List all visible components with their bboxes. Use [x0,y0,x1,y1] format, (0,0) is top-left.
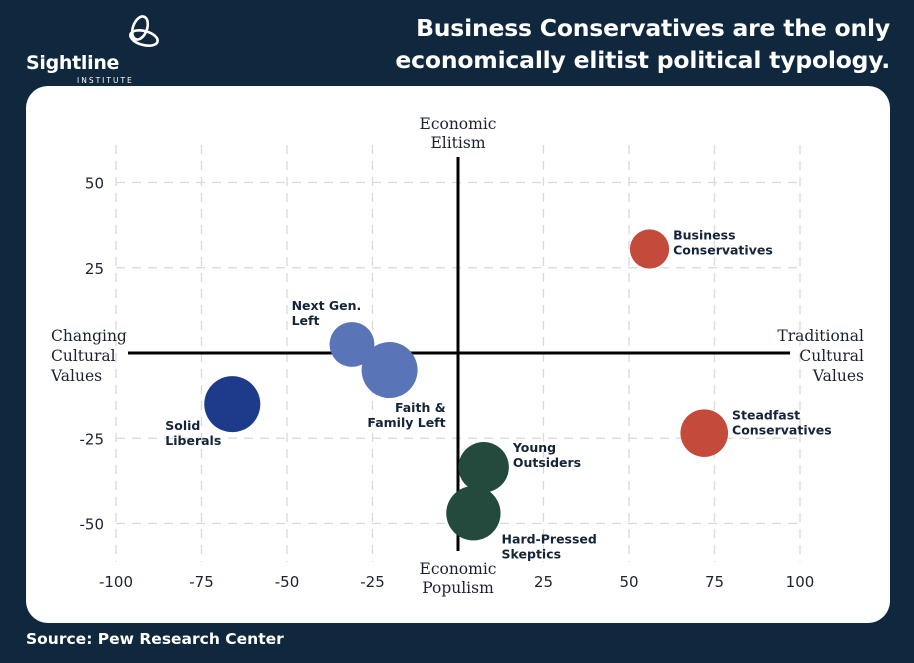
tick-labels: -100 -75 -50 -25 25 50 75 100 50 25 -25 -50 [80,175,815,592]
data-label: Next Gen. Left [292,298,362,328]
x-axis-title-right-line: Traditional [777,327,864,345]
headline-line-2: economically elitist political typology. [395,46,890,74]
x-tick-label: -75 [189,573,214,591]
y-tick-label: -50 [80,516,105,534]
data-label: Steadfast Conservatives [732,407,832,437]
data-label-line: Liberals [165,433,221,448]
x-tick-label: 100 [786,573,815,591]
axes [128,157,790,551]
y-axis-title-top-line: Economic [420,115,497,133]
x-axis-title-left-line: Changing [51,327,127,345]
x-tick-label: 25 [534,573,553,591]
data-label-line: Skeptics [502,546,562,561]
x-tick-label: -50 [275,573,300,591]
data-points [204,229,729,541]
x-tick-label: 50 [619,573,638,591]
sightline-logo: Sightline INSTITUTE [26,10,159,85]
y-axis-title-top-line: Elitism [430,134,485,152]
headline: Business Conservatives are the only econ… [330,12,890,76]
point-steadfast-conservatives [680,409,729,457]
data-label-line: Solid [165,418,200,433]
point-next-gen-left [329,322,375,367]
brand-subtitle: INSTITUTE [77,76,134,85]
data-label-line: Family Left [367,415,445,430]
data-label-line: Hard-Pressed [502,531,597,546]
x-tick-label: -100 [99,573,133,591]
sightline-logo-mark-icon [129,15,159,47]
data-label-line: Conservatives [673,242,773,257]
data-label-line: Steadfast [732,407,800,422]
point-solid-liberals [204,376,261,433]
y-axis-title-top: Economic Elitism [420,115,497,152]
point-business-conservatives [629,229,670,269]
data-label-line: Faith & [395,400,446,415]
data-label: Faith & Family Left [367,400,445,430]
data-label-line: Conservatives [732,422,832,437]
y-axis-title-bottom-line: Populism [422,579,494,597]
y-axis-title-bottom-line: Economic [420,560,497,578]
x-axis-title-right: Traditional Cultural Values [777,327,864,385]
x-tick-label: 75 [705,573,724,591]
x-tick-label: -25 [360,573,385,591]
data-label: Business Conservatives [673,227,773,257]
data-label: Hard-Pressed Skeptics [502,531,597,561]
x-axis-title-right-line: Values [812,367,864,385]
data-label-line: Business [673,227,735,242]
data-label: Young Outsiders [512,440,581,470]
x-axis-title-right-line: Cultural [799,347,864,365]
source-note: Source: Pew Research Center [26,630,284,648]
data-label: Solid Liberals [165,418,221,448]
point-faith-family-left [361,342,418,399]
headline-line-1: Business Conservatives are the only [416,14,890,42]
point-young-outsiders [458,442,509,493]
x-axis-title-left: Changing Cultural Values [50,327,127,385]
x-axis-title-left-line: Cultural [51,347,116,365]
y-tick-label: -25 [80,430,105,448]
data-label-line: Outsiders [513,455,581,470]
point-hard-pressed-skeptics [446,486,501,541]
y-tick-label: 25 [85,260,104,278]
data-label-line: Next Gen. [292,298,362,313]
x-axis-title-left-line: Values [50,367,102,385]
brand-name: Sightline [26,52,120,74]
data-label-line: Left [292,313,320,328]
y-tick-label: 50 [85,175,104,193]
y-axis-title-bottom: Economic Populism [420,560,497,597]
data-label-line: Young [512,440,556,455]
